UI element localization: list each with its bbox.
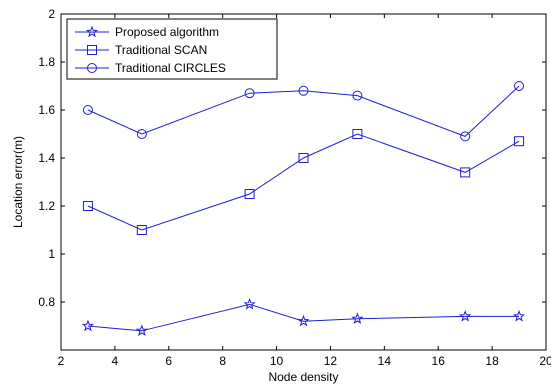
legend-marker [85, 25, 99, 38]
legend-label: Traditional SCAN [115, 43, 207, 57]
series-circle [82, 81, 525, 142]
y-tick-label: 1.2 [38, 199, 55, 213]
x-tick-label: 8 [219, 354, 226, 368]
y-tick-label: 1 [48, 247, 55, 261]
y-axis-label: Location error(m) [11, 136, 25, 228]
data-point [351, 312, 364, 325]
series-line [87, 303, 520, 332]
y-tick-label: 1.8 [38, 55, 55, 69]
ticks-group: 2 4 6 8 10 12 14 16 18 20 0.8 1 1.2 1.4 1.6 1.8 2 [38, 7, 551, 368]
legend-label: Proposed algorithm [115, 25, 219, 39]
data-point [244, 88, 255, 99]
data-point [512, 309, 526, 322]
legend: Proposed algorithm Traditional SCAN Tradit… [66, 18, 278, 80]
data-point [244, 189, 255, 199]
data-point [459, 309, 472, 322]
y-tick-label: 2 [48, 7, 55, 21]
x-tick-label: 10 [270, 354, 284, 368]
data-point [297, 314, 310, 327]
data-point [298, 153, 309, 163]
x-tick-label: 6 [165, 354, 172, 368]
data-point [298, 85, 309, 96]
x-axis-label: Node density [268, 370, 338, 384]
y-tick-label: 1.6 [38, 103, 55, 117]
data-point [82, 201, 93, 211]
y-tick-label: 0.8 [38, 295, 55, 309]
data-point [514, 136, 525, 147]
series-line [87, 85, 520, 137]
data-point [136, 129, 147, 139]
data-point [136, 225, 147, 235]
x-tick-label: 18 [485, 354, 499, 368]
x-tick-label: 16 [432, 354, 446, 368]
series-star [81, 297, 526, 337]
data-point [460, 131, 471, 142]
data-point [135, 324, 148, 337]
data-point [460, 167, 471, 178]
data-point [352, 90, 363, 101]
x-tick-label: 4 [112, 354, 119, 368]
x-tick-label: 20 [539, 354, 551, 368]
legend-marker [87, 45, 97, 55]
legend-marker [87, 63, 97, 73]
series-square [82, 129, 525, 235]
series-line [87, 133, 520, 231]
legend-box [66, 18, 278, 80]
data-point [81, 319, 95, 332]
data-point [514, 81, 525, 91]
data-point [243, 297, 256, 310]
legend-label: Traditional CIRCLES [115, 61, 226, 75]
x-tick-label: 12 [324, 354, 338, 368]
x-tick-label: 2 [58, 354, 65, 368]
y-tick-label: 1.4 [38, 151, 55, 165]
data-point [352, 129, 363, 139]
x-tick-label: 14 [378, 354, 392, 368]
data-point [82, 105, 93, 115]
series-group [81, 81, 526, 337]
